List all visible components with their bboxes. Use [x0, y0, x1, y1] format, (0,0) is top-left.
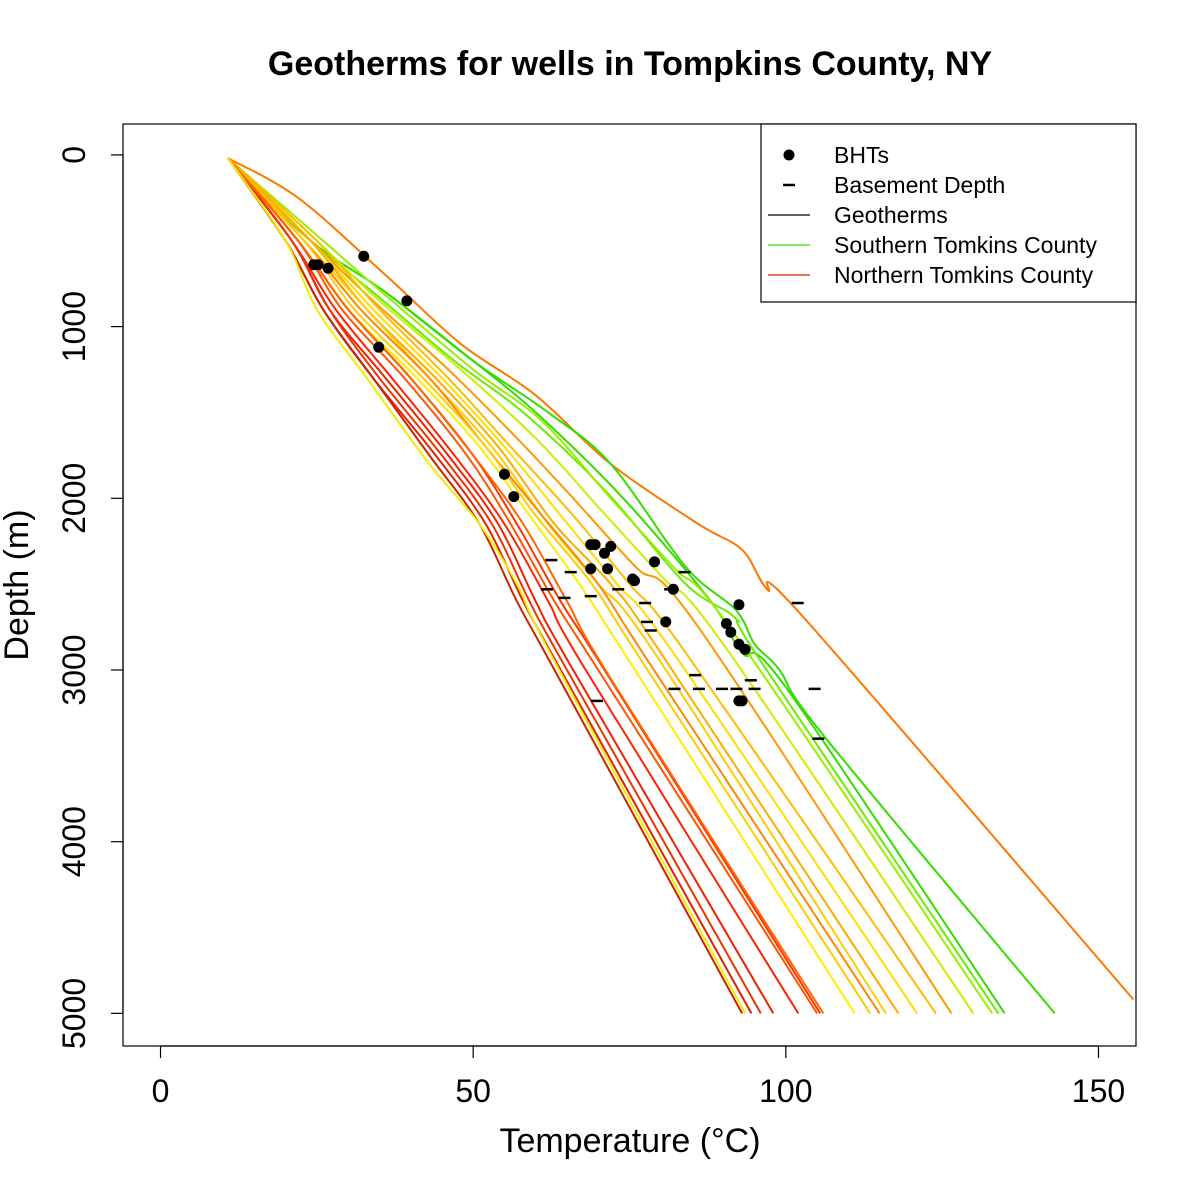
- bht-point: [401, 295, 413, 307]
- geotherm-line-5: [227, 157, 994, 1014]
- bht-point: [649, 556, 661, 568]
- bht-point: [585, 563, 597, 575]
- bht-point: [358, 250, 370, 262]
- geotherm-line-9: [227, 157, 918, 1014]
- legend-label: Southern Tomkins County: [834, 232, 1097, 258]
- geotherm-line-17: [227, 157, 800, 1014]
- geotherm-line-7: [227, 157, 953, 1014]
- bht-point: [725, 626, 737, 638]
- geotherm-line-1: [227, 157, 1135, 1001]
- geotherm-line-8: [227, 157, 937, 1014]
- legend-label: Geotherms: [834, 202, 948, 228]
- geotherm-line-3: [227, 157, 1006, 1014]
- y-tick-label: 3000: [56, 634, 92, 705]
- bht-point: [629, 575, 641, 587]
- legend-box: [760, 123, 1137, 303]
- bht-point: [498, 468, 510, 480]
- x-tick-label: 150: [1072, 1073, 1125, 1109]
- legend-label: BHTs: [834, 142, 889, 168]
- legend-label: Basement Depth: [834, 172, 1005, 198]
- geotherm-line-21: [227, 157, 743, 1014]
- geotherm-line-10: [227, 157, 900, 1014]
- geotherm-line-22: [227, 157, 825, 1014]
- bht-point: [667, 583, 679, 595]
- bht-point: [660, 616, 672, 628]
- geotherm-line-16: [227, 157, 818, 1014]
- x-tick-label: 0: [152, 1073, 170, 1109]
- bht-point: [312, 259, 324, 271]
- bht-point: [720, 618, 732, 630]
- bht-point: [739, 643, 751, 655]
- legend-symbol: [783, 149, 795, 161]
- basement-depth-markers: [540, 558, 825, 740]
- y-tick-label: 0: [56, 146, 92, 164]
- bht-point: [589, 539, 601, 551]
- y-tick-label: 1000: [56, 291, 92, 362]
- y-axis-label: Depth (m): [0, 509, 36, 660]
- geotherm-line-6: [227, 157, 975, 1014]
- bht-point: [322, 262, 334, 274]
- legend: BHTs Basement Depth Geotherms Southern Tomk…: [760, 123, 1137, 303]
- y-tick-label: 4000: [56, 806, 92, 877]
- bht-points: [308, 250, 751, 707]
- bht-point: [736, 695, 748, 707]
- bht-point: [602, 563, 614, 575]
- y-axis: 0 1000 2000 3000 4000 5000: [56, 146, 124, 1049]
- y-tick-label: 2000: [56, 463, 92, 534]
- x-axis: 0 50 100 150: [152, 1045, 1125, 1109]
- x-tick-label: 50: [455, 1073, 491, 1109]
- bht-point: [508, 491, 520, 503]
- chart-title: Geotherms for wells in Tompkins County, …: [268, 45, 992, 83]
- bht-point: [733, 599, 745, 611]
- bht-point: [598, 547, 610, 559]
- geotherm-line-23: [227, 157, 747, 1014]
- y-tick-label: 5000: [56, 978, 92, 1049]
- x-axis-label: Temperature (°C): [499, 1122, 760, 1160]
- x-tick-label: 100: [759, 1073, 812, 1109]
- legend-label: Northern Tomkins County: [834, 262, 1094, 288]
- geotherm-line-19: [227, 157, 762, 1014]
- bht-point: [373, 341, 385, 353]
